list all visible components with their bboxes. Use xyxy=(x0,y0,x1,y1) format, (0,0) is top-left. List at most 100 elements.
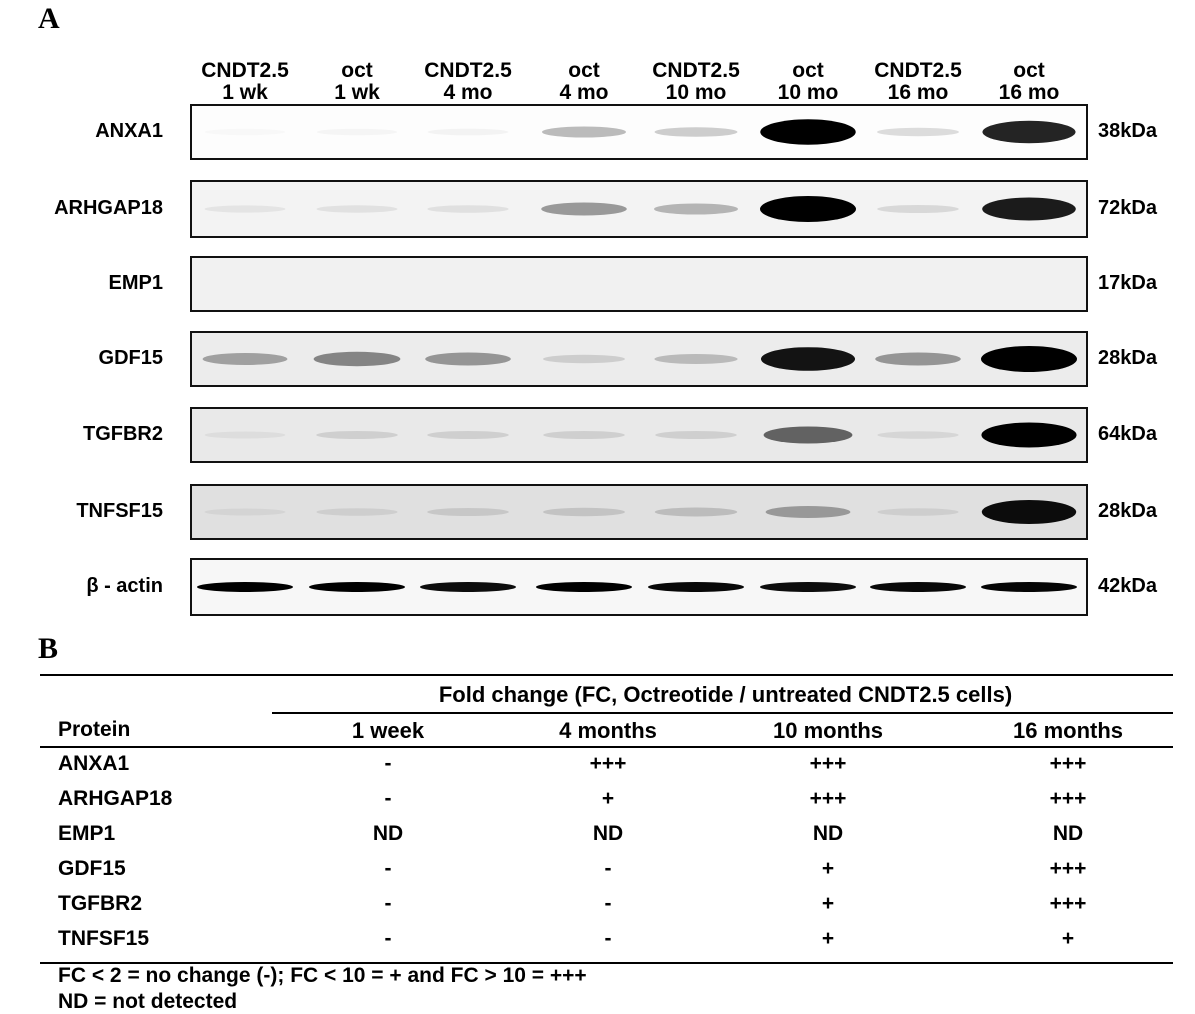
blot-band xyxy=(654,203,738,215)
table-cell: - xyxy=(384,752,392,775)
blot-strip xyxy=(190,104,1088,160)
table-row-protein: TNFSF15 xyxy=(58,927,150,950)
blot-band xyxy=(654,507,738,517)
lane-header: oct 10 mo xyxy=(753,60,863,104)
lane-timepoint: 16 mo xyxy=(887,81,949,104)
lane-timepoint: 1 wk xyxy=(334,81,380,104)
blot-band xyxy=(316,508,398,516)
table-cell: + xyxy=(1061,927,1075,950)
blot-protein-label: TGFBR2 xyxy=(83,423,163,445)
blot-protein-label: ANXA1 xyxy=(95,120,163,142)
blot-band xyxy=(427,205,509,213)
blot-band xyxy=(982,197,1076,221)
molecular-weight-label: 72kDa xyxy=(1098,197,1157,219)
blot-strip xyxy=(190,558,1088,616)
fold-change-header-rule xyxy=(272,712,1173,714)
blot-protein-label: β - actin xyxy=(86,575,163,597)
blot-band xyxy=(543,507,625,517)
table-cell: +++ xyxy=(809,787,847,810)
lane-cell-line: oct xyxy=(341,59,373,82)
blot-strip xyxy=(190,256,1088,312)
blot-band xyxy=(654,354,738,364)
table-cell: + xyxy=(821,892,835,915)
lane-cell-line: CNDT2.5 xyxy=(652,59,740,82)
molecular-weight-label: 17kDa xyxy=(1098,272,1157,294)
lane-cell-line: oct xyxy=(1013,59,1045,82)
blot-band xyxy=(877,205,959,213)
blot-band xyxy=(654,127,738,137)
table-cell: +++ xyxy=(1049,892,1087,915)
blot-band xyxy=(981,346,1077,372)
blot-band xyxy=(316,205,398,213)
blot-strip xyxy=(190,484,1088,540)
table-cell: ND xyxy=(1052,822,1084,845)
table-top-rule xyxy=(40,674,1173,676)
lane-timepoint: 4 mo xyxy=(559,81,609,104)
blot-band xyxy=(982,120,1076,144)
molecular-weight-label: 28kDa xyxy=(1098,347,1157,369)
table-cell: - xyxy=(384,927,392,950)
molecular-weight-label: 28kDa xyxy=(1098,500,1157,522)
table-cell: +++ xyxy=(1049,857,1087,880)
table-row-protein: TGFBR2 xyxy=(58,892,142,915)
blot-band xyxy=(648,582,744,592)
blot-band xyxy=(204,508,286,516)
lane-timepoint: 16 mo xyxy=(998,81,1060,104)
blot-strip xyxy=(190,407,1088,463)
blot-band xyxy=(981,422,1077,448)
blot-band xyxy=(309,582,405,592)
lane-header: CNDT2.5 16 mo xyxy=(863,60,973,104)
table-cell: + xyxy=(821,857,835,880)
blot-band xyxy=(875,352,961,366)
blot-band xyxy=(202,353,288,365)
timepoint-column-header: 10 months xyxy=(772,718,884,743)
table-cell: - xyxy=(604,857,612,880)
lane-timepoint: 1 wk xyxy=(222,81,268,104)
lane-header: CNDT2.5 10 mo xyxy=(641,60,751,104)
blot-band xyxy=(427,508,509,516)
blot-band xyxy=(760,347,856,371)
lane-cell-line: oct xyxy=(568,59,600,82)
blot-band xyxy=(763,426,853,444)
table-row-protein: GDF15 xyxy=(58,857,126,880)
table-cell: - xyxy=(384,857,392,880)
blot-strip xyxy=(190,331,1088,387)
blot-band xyxy=(197,582,293,592)
blot-band xyxy=(204,431,286,439)
blot-strip xyxy=(190,180,1088,238)
blot-band xyxy=(205,129,285,135)
blot-band xyxy=(981,500,1077,524)
table-cell: +++ xyxy=(1049,787,1087,810)
blot-band xyxy=(877,127,959,137)
table-row-protein: ANXA1 xyxy=(58,752,130,775)
table-cell: - xyxy=(604,892,612,915)
blot-band xyxy=(877,508,959,516)
footnote-nd: ND = not detected xyxy=(58,990,238,1013)
table-cell: - xyxy=(384,892,392,915)
table-row-protein: ARHGAP18 xyxy=(58,787,173,810)
protein-column-header: Protein xyxy=(58,718,131,741)
blot-band xyxy=(536,582,632,592)
blot-band xyxy=(542,126,626,138)
timepoint-column-header: 16 months xyxy=(1012,718,1124,743)
table-bottom-rule xyxy=(40,962,1173,964)
blot-protein-label: EMP1 xyxy=(108,272,163,294)
blot-protein-label: GDF15 xyxy=(98,347,163,369)
lane-timepoint: 10 mo xyxy=(665,81,727,104)
lane-cell-line: CNDT2.5 xyxy=(874,59,962,82)
fold-change-header: Fold change (FC, Octreotide / untreated … xyxy=(438,682,1013,707)
lane-header: CNDT2.5 1 wk xyxy=(190,60,300,104)
molecular-weight-label: 42kDa xyxy=(1098,575,1157,597)
blot-band xyxy=(981,582,1077,592)
table-cell: - xyxy=(604,927,612,950)
blot-band xyxy=(765,506,851,518)
blot-band xyxy=(543,431,625,439)
lane-header: oct 16 mo xyxy=(974,60,1084,104)
lane-cell-line: CNDT2.5 xyxy=(424,59,512,82)
table-cell: ND xyxy=(592,822,624,845)
lane-timepoint: 10 mo xyxy=(777,81,839,104)
blot-band xyxy=(760,119,856,145)
timepoint-column-header: 1 week xyxy=(351,718,425,743)
footnote-legend: FC < 2 = no change (-); FC < 10 = + and … xyxy=(58,964,587,987)
table-cell: - xyxy=(384,787,392,810)
